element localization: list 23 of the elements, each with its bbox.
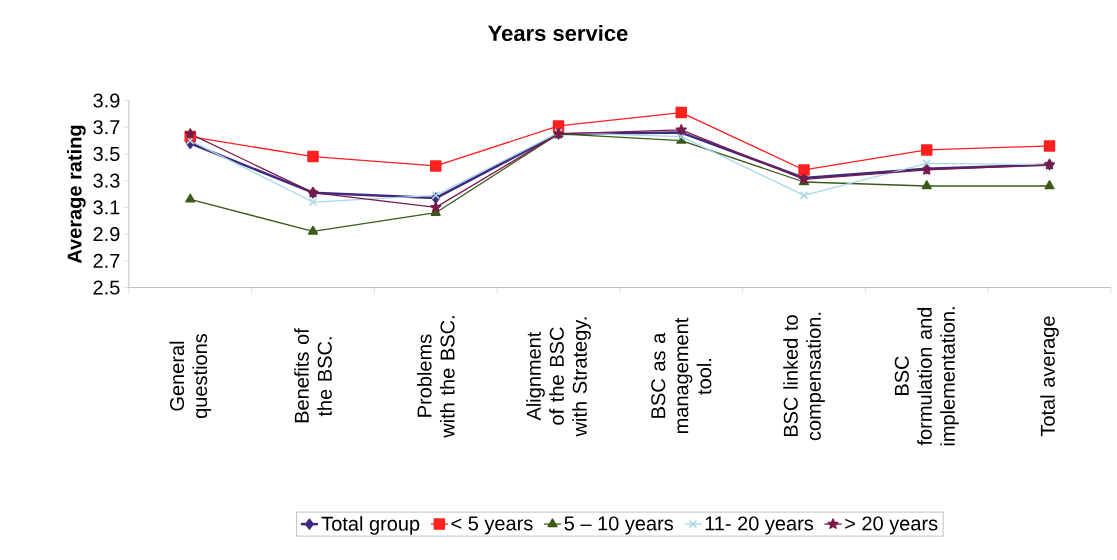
y-tick-label: 2.5 (93, 280, 120, 295)
x-tick-label: BSC linked to compensation. (783, 312, 825, 441)
x-tick-label: BSC as a management tool. (651, 317, 712, 434)
x-tick-label: BSC formulation and implementation. (894, 307, 959, 446)
x-tick-label: Alignment of the BSC with Strategy. (526, 317, 591, 437)
chart-title: Years service (488, 24, 628, 42)
x-tick-label: Total average (1040, 316, 1059, 437)
legend-label: 11- 20 years (705, 516, 814, 535)
y-tick-label: 3.1 (93, 200, 120, 215)
y-tick-label: 3.7 (93, 120, 120, 135)
y-tick-label: 3.3 (93, 173, 120, 188)
y-tick-label: 3.5 (93, 146, 120, 162)
x-tick-label: Benefits of the BSC. (294, 328, 332, 423)
y-tick-label: 2.9 (93, 227, 120, 242)
legend-label: Total group (321, 516, 420, 535)
legend-label: 5 – 10 years (564, 516, 674, 535)
x-tick-label: Problems with the BSC. (416, 316, 455, 438)
y-axis-title: Average rating (66, 125, 86, 264)
legend-label: > 20 years (845, 516, 938, 535)
legend-label: < 5 years (451, 516, 533, 535)
y-tick-label: 3.9 (93, 93, 120, 108)
x-tick-label: General questions (169, 333, 212, 419)
y-tick-label: 2.7 (93, 253, 120, 268)
